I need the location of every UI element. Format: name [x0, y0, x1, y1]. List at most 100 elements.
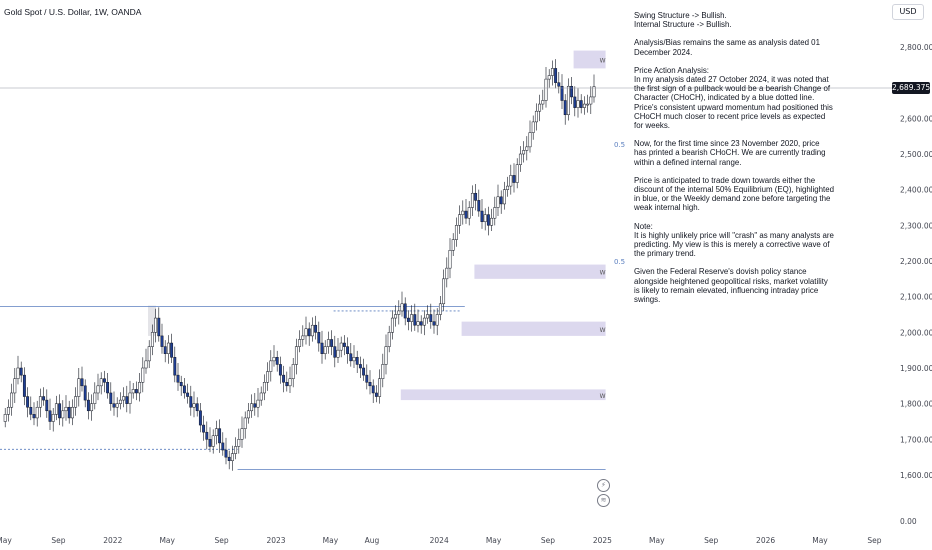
x-tick-label: Aug: [365, 536, 380, 545]
candle-body: [531, 121, 535, 133]
candle-body: [147, 346, 151, 362]
x-tick-label: 2024: [430, 536, 449, 545]
candle-body: [67, 406, 71, 419]
dividend-icon[interactable]: ≋: [597, 494, 610, 507]
y-tick-label: 2,100.000: [900, 293, 932, 302]
candle-body: [464, 210, 468, 219]
candle-body: [442, 278, 446, 305]
candle-body: [141, 367, 145, 383]
candle-body: [29, 406, 33, 415]
x-tick-label: 2026: [756, 536, 775, 545]
candle-body: [189, 396, 193, 408]
currency-selector[interactable]: USD: [892, 4, 924, 20]
candle-body: [304, 328, 308, 337]
candle-body: [6, 406, 10, 415]
x-tick-label: Sep: [51, 536, 65, 545]
zone-label: W: [600, 270, 606, 277]
candle-body: [515, 164, 519, 183]
demand-zone: [573, 50, 606, 69]
candle-body: [179, 382, 183, 387]
candle-body: [554, 68, 558, 83]
candle-body: [160, 335, 164, 347]
candle-body: [192, 403, 196, 408]
candle-body: [64, 406, 68, 412]
candle-body: [48, 410, 52, 422]
candle-body: [406, 317, 410, 322]
candle-body: [538, 103, 542, 112]
candle-body: [346, 346, 350, 354]
candle-body: [157, 317, 161, 337]
x-tick-label: May: [0, 536, 12, 545]
candle-body: [256, 399, 260, 408]
candle-body: [173, 357, 177, 376]
candle-body: [592, 86, 596, 98]
y-tick-label: 0.00: [900, 517, 917, 526]
demand-zone: [461, 321, 606, 336]
demand-zone: [400, 389, 606, 401]
y-axis: 2,800.000 2,600.000 2,500.000 2,400.000 2,30…: [900, 43, 932, 526]
candle-body: [454, 225, 458, 240]
candle-body: [166, 342, 170, 354]
candle-body: [102, 378, 106, 383]
current-price-label: 2,689.375: [892, 82, 931, 94]
lightning-icon[interactable]: ⚡: [597, 479, 610, 492]
candle-body: [339, 342, 343, 351]
candle-body: [237, 439, 241, 447]
candle-body: [106, 382, 110, 394]
x-tick-label: Sep: [704, 536, 718, 545]
candle-body: [445, 267, 449, 280]
bias-text: Analysis/Bias remains the same as analys…: [634, 38, 820, 57]
y-tick-label: 1,600.000: [900, 471, 932, 480]
candle-body: [144, 360, 148, 369]
y-tick-label: 2,200.000: [900, 257, 932, 266]
candle-body: [326, 339, 330, 347]
y-tick-label: 2,600.000: [900, 114, 932, 123]
candle-body: [397, 310, 401, 315]
candle-body: [333, 346, 337, 358]
candle-body: [288, 378, 292, 387]
candle-body: [214, 428, 218, 437]
candle-body: [16, 367, 20, 379]
x-tick-label: May: [323, 536, 339, 545]
candle-body: [253, 403, 257, 408]
candle-body: [368, 382, 372, 387]
y-tick-label: 1,900.000: [900, 364, 932, 373]
candle-body: [458, 214, 462, 226]
candle-body: [42, 396, 46, 401]
candle-body: [243, 417, 247, 429]
candle-body: [240, 428, 244, 440]
x-tick-label: May: [649, 536, 665, 545]
candle-body: [138, 382, 142, 394]
candle-body: [432, 321, 436, 326]
analysis-text: Swing Structure -> Bullish. Internal Str…: [634, 11, 834, 313]
candle-body: [250, 403, 254, 412]
candle-body: [320, 342, 324, 354]
candle-body: [314, 324, 318, 333]
candle-body: [483, 214, 487, 223]
candle-body: [522, 150, 526, 155]
candle-body: [234, 446, 238, 454]
structure-text: Swing Structure -> Bullish. Internal Str…: [634, 11, 732, 30]
candle-body: [38, 396, 42, 408]
candle-body: [115, 403, 119, 408]
candle-body: [22, 374, 26, 397]
candle-body: [211, 435, 215, 447]
candle-body: [365, 374, 369, 383]
candle-body: [96, 385, 100, 394]
candle-body: [336, 349, 340, 358]
candle-body: [413, 314, 417, 326]
candle-body: [19, 367, 23, 376]
candle-body: [301, 335, 305, 340]
candle-body: [486, 214, 490, 226]
candle-body: [429, 314, 433, 322]
candle-body: [589, 96, 593, 105]
candle-body: [266, 371, 270, 383]
candle-body: [246, 410, 250, 419]
candle-body: [390, 317, 394, 333]
candle-body: [435, 314, 439, 326]
y-tick-label: 2,800.000: [900, 43, 932, 52]
candle-body: [10, 392, 14, 408]
candle-body: [317, 332, 321, 344]
x-tick-label: May: [159, 536, 175, 545]
